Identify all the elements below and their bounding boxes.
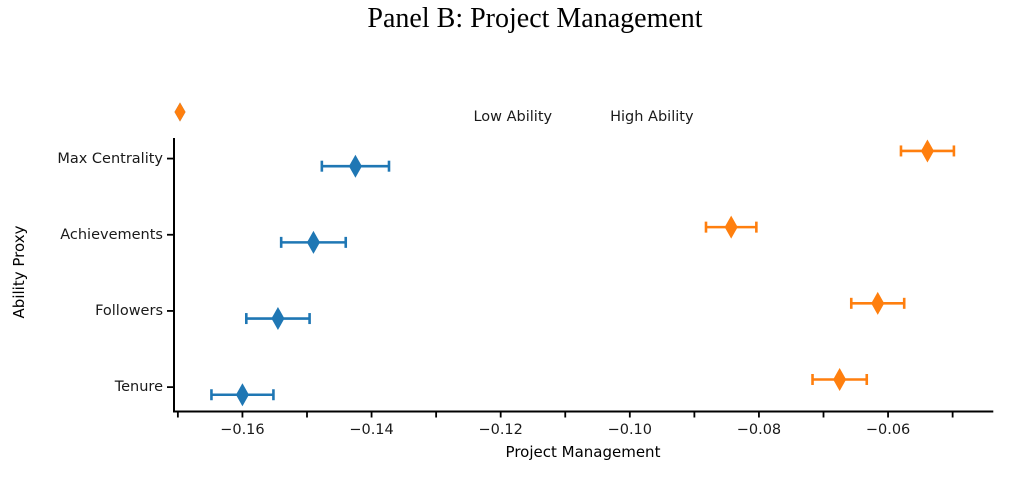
y-tick-label-max-centrality: Max Centrality (57, 150, 163, 167)
marker-high-ability-tenure (833, 368, 847, 392)
diamond-icon-high-ability (174, 102, 186, 122)
y-tick-label-achievements: Achievements (60, 226, 163, 243)
x-tick-label-2: −0.12 (478, 421, 523, 438)
legend: Low Ability High Ability (174, 102, 993, 132)
legend-item-high-ability: High Ability (174, 102, 694, 125)
y-tick-label-tenure: Tenure (114, 379, 163, 396)
y-axis-label: Ability Proxy (10, 225, 28, 319)
x-tick-label-3: −0.10 (607, 421, 653, 438)
x-tick-label-5: −0.06 (865, 421, 911, 438)
marker-low-ability-tenure (235, 383, 249, 407)
chart-title: Panel B: Project Management (367, 3, 703, 34)
marker-high-ability-followers (871, 291, 885, 315)
marker-high-ability-achievements (724, 215, 738, 239)
legend-label-low-ability: Low Ability (473, 109, 553, 125)
x-tick-label-4: −0.08 (736, 421, 782, 438)
legend-label-high-ability: High Ability (610, 109, 694, 125)
x-axis-label: Project Management (505, 443, 661, 461)
marker-low-ability-max-centrality (348, 154, 362, 178)
marker-low-ability-achievements (306, 230, 320, 254)
marker-high-ability-max-centrality (920, 139, 934, 163)
x-tick-label-1: −0.14 (349, 421, 394, 438)
marker-low-ability-followers (271, 307, 285, 331)
y-tick-label-followers: Followers (95, 302, 163, 319)
x-tick-label-0: −0.16 (220, 421, 265, 438)
